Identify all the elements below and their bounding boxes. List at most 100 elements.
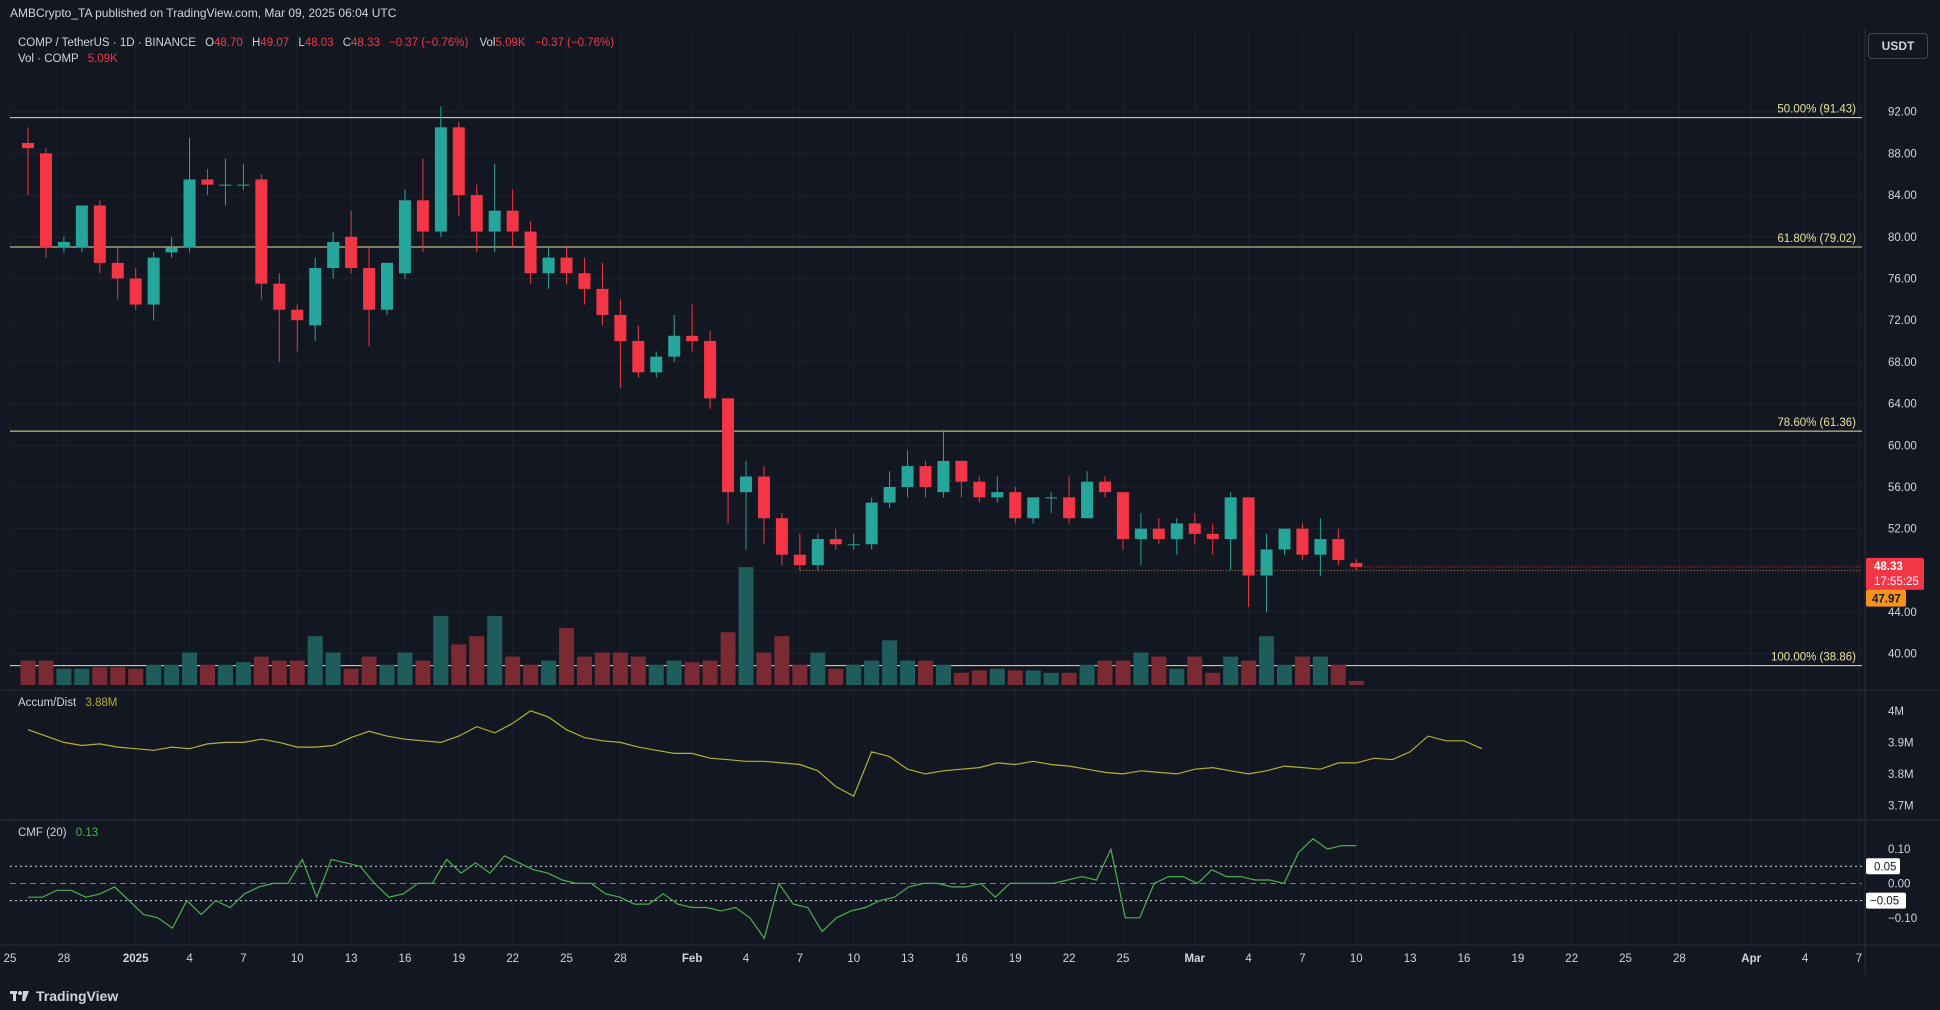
cmf-axis[interactable]: 0.10 0.00 −0.10 — [1888, 844, 1917, 925]
volume-series-label: Vol · COMP — [18, 53, 79, 65]
time-tick-label: 16 — [1458, 953, 1471, 965]
volume-bar — [576, 656, 592, 685]
legend-symbol: COMP / TetherUS · 1D · BINANCE — [18, 37, 196, 49]
candle — [1242, 497, 1255, 607]
candle-body — [237, 184, 250, 186]
time-tick-label: 10 — [1350, 953, 1363, 965]
candle-body — [165, 247, 178, 253]
time-tick-label: 22 — [1063, 953, 1076, 965]
candle-body — [704, 341, 717, 399]
candle — [1350, 559, 1363, 571]
candle-body — [345, 236, 358, 269]
candle-body — [614, 314, 627, 342]
candle-body — [775, 518, 788, 555]
candle — [740, 460, 752, 550]
cmf-legend: CMF (20) 0.13 — [18, 827, 98, 839]
price-tick-label: 88.00 — [1888, 148, 1917, 160]
candle — [614, 299, 627, 388]
candle-body — [686, 335, 699, 342]
candle — [1045, 492, 1058, 514]
candle-body — [901, 466, 914, 487]
candle-body — [1170, 523, 1183, 540]
candle — [757, 466, 770, 545]
candle — [1116, 492, 1129, 550]
volume-bar — [1223, 656, 1239, 685]
candle — [93, 200, 106, 274]
volume-bar — [1115, 660, 1131, 685]
candle — [973, 476, 986, 503]
candle — [865, 497, 878, 550]
accum-axis[interactable]: 4M 3.9M 3.8M 3.7M — [1888, 706, 1914, 813]
candle-body — [1045, 497, 1058, 499]
legend-high-value: 49.07 — [260, 37, 289, 49]
footer-brand: TradingView — [36, 988, 119, 1004]
volume-bar — [397, 652, 413, 685]
volume-bar — [523, 664, 539, 685]
candle — [273, 273, 286, 362]
candle-body — [668, 335, 681, 357]
candle-body — [1260, 549, 1273, 576]
time-tick-label: 10 — [291, 953, 304, 965]
price-axis[interactable]: 92.00 88.00 84.00 80.00 76.00 72.00 68.00 64.00… — [1888, 107, 1917, 661]
candle-body — [973, 481, 986, 498]
volume-bar — [900, 660, 916, 685]
cmf-neg-badge — [1866, 892, 1906, 909]
volume-bar — [164, 664, 180, 685]
candle-body — [955, 460, 968, 482]
volume-bar — [182, 652, 198, 685]
candle-body — [75, 205, 88, 248]
candle — [129, 268, 142, 310]
volume-bar — [541, 660, 557, 685]
volume-bar — [56, 668, 72, 685]
volume-bar — [989, 668, 1005, 685]
candle-body — [309, 268, 322, 326]
time-tick-label: 16 — [955, 953, 968, 965]
candle — [1314, 518, 1327, 576]
cmf-pane[interactable] — [10, 838, 1862, 940]
accum-dist-pane[interactable] — [27, 710, 1483, 797]
candle — [596, 262, 609, 326]
candle-body — [363, 268, 376, 310]
prev-price-badge — [1866, 589, 1906, 607]
tradingview-logo-icon — [10, 991, 29, 1001]
candle — [452, 122, 465, 216]
candle — [811, 533, 824, 571]
candle-body — [1188, 523, 1201, 534]
candle — [578, 257, 591, 305]
candle — [775, 513, 788, 566]
volume-bar — [146, 664, 162, 685]
candle-body — [470, 195, 483, 232]
candle — [237, 163, 250, 190]
volume-bar — [200, 664, 215, 685]
candle-body — [255, 179, 268, 284]
volume-bar — [1169, 668, 1185, 685]
candle-body — [524, 231, 537, 274]
candle-body — [1296, 528, 1309, 555]
candle — [524, 221, 537, 284]
volume-bar — [1330, 664, 1346, 685]
currency-button[interactable]: USDT — [1868, 33, 1928, 59]
candle-body — [452, 127, 465, 196]
volume-bar — [1133, 652, 1149, 685]
candle — [147, 252, 160, 321]
legend-change: −0.37 (−0.76%) — [389, 37, 468, 49]
candle — [22, 127, 34, 196]
time-tick-label: 4 — [1802, 953, 1809, 965]
last-price-badge — [1866, 557, 1924, 590]
publish-line: AMBCrypto_TA published on TradingView.co… — [10, 6, 397, 20]
candle-body — [722, 398, 735, 493]
time-axis[interactable]: 25 28 2025 4 7 10 13 16 19 22 25 28 Feb 4 7 10 13 16 19 22 2… — [4, 953, 1862, 965]
candle — [416, 158, 429, 253]
pane-separators[interactable] — [0, 28, 1940, 975]
candlestick-series[interactable] — [22, 106, 1363, 613]
candle-body — [1116, 492, 1129, 540]
candle — [560, 247, 573, 284]
volume-bar — [1241, 660, 1257, 685]
tradingview-logo[interactable]: TradingView — [10, 988, 118, 1004]
candle — [1099, 476, 1111, 498]
candle-body — [488, 210, 501, 232]
cmf-tick-label: −0.10 — [1888, 913, 1917, 925]
candle — [632, 325, 645, 378]
